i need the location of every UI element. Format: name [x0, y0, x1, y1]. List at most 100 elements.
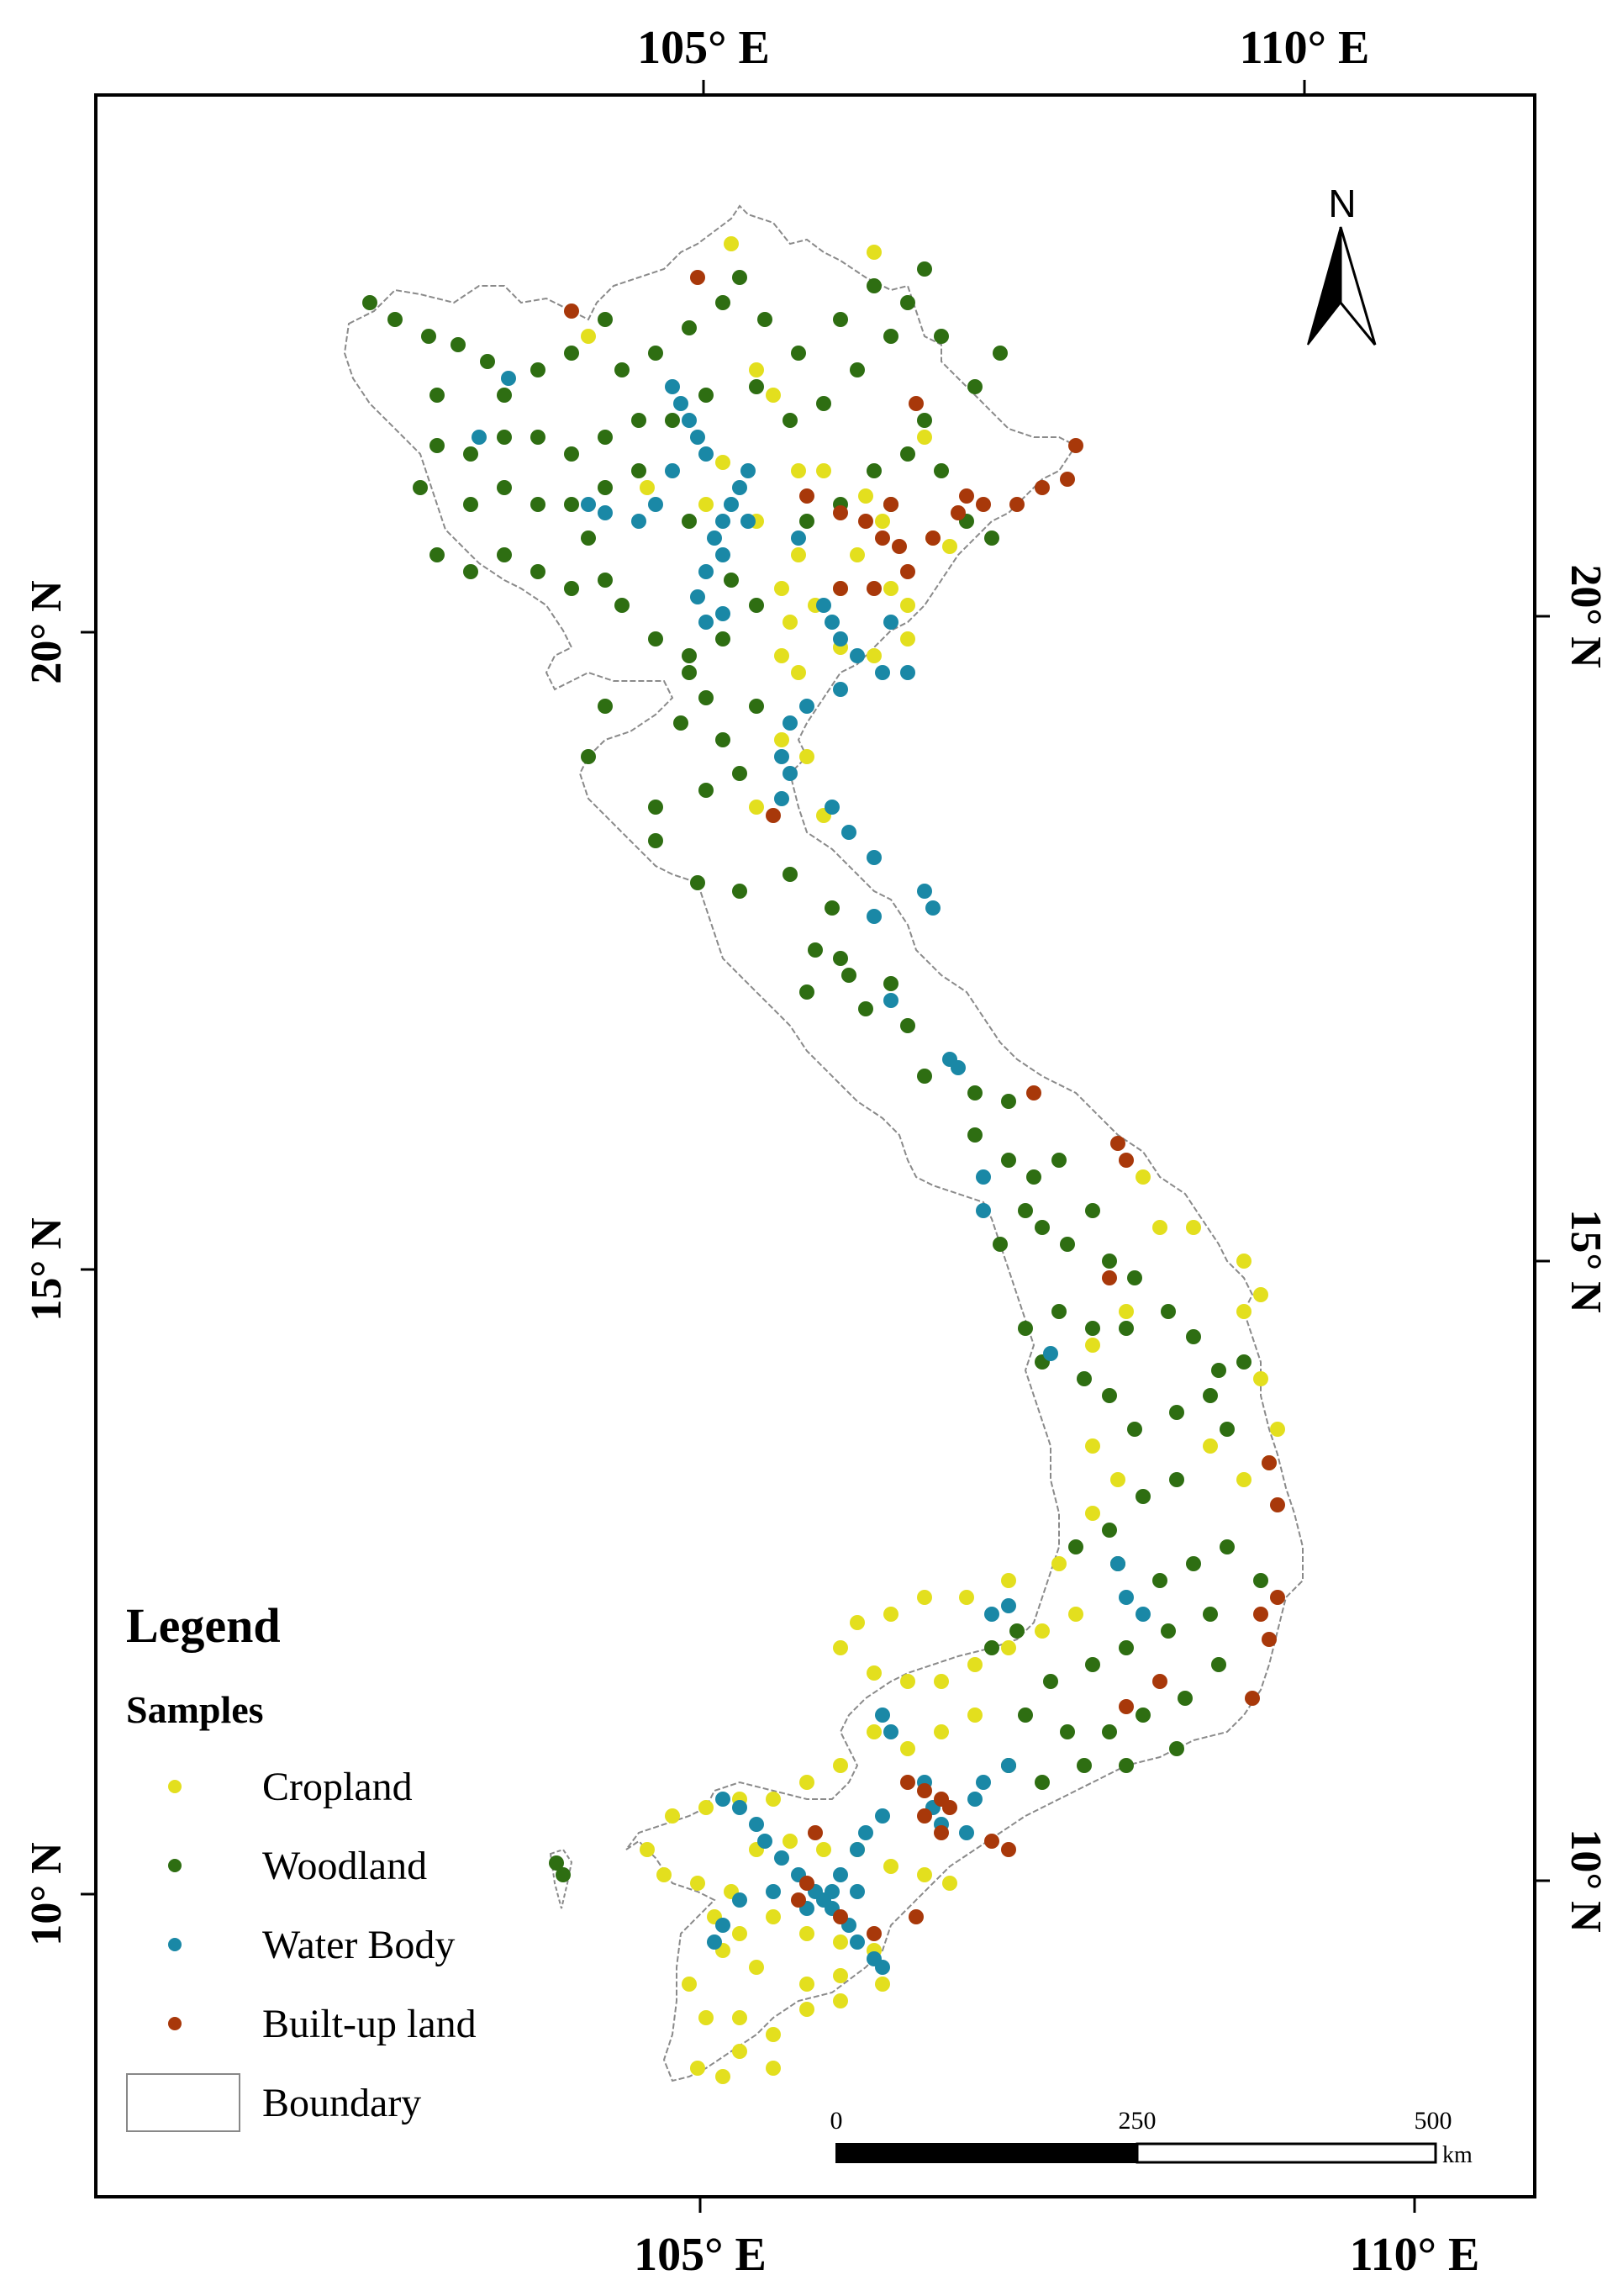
sample-point [883, 329, 898, 344]
sample-point [1077, 1371, 1092, 1386]
sample-point [774, 1850, 789, 1866]
sample-point [497, 480, 512, 495]
scale-tick-0: 0 [830, 2107, 843, 2135]
sample-point [1119, 1640, 1134, 1655]
woodland-sample-points [362, 261, 1268, 1882]
sample-point [698, 446, 714, 462]
sample-point [799, 749, 814, 764]
sample-point [1127, 1270, 1142, 1285]
sample-point [1102, 1388, 1117, 1403]
sample-point [1018, 1203, 1033, 1218]
cropland-dot-icon [168, 1780, 182, 1793]
sample-point [959, 1825, 974, 1840]
sample-point [715, 631, 730, 647]
sample-point [1001, 1640, 1016, 1655]
sample-point [850, 362, 865, 377]
sample-point [976, 1203, 991, 1218]
sample-point [833, 951, 848, 966]
sample-point [421, 329, 436, 344]
sample-point [833, 312, 848, 327]
sample-point [581, 749, 596, 764]
sample-point [925, 900, 941, 916]
sample-point [698, 564, 714, 579]
sample-point [1035, 1775, 1050, 1790]
sample-point [1060, 1237, 1075, 1252]
sample-point [631, 463, 646, 478]
sample-point [362, 295, 377, 310]
sample-point [1220, 1539, 1235, 1554]
sample-point [875, 514, 890, 529]
sample-point [825, 615, 840, 630]
sample-point [749, 598, 764, 613]
legend-item-built-up-land: Built-up land [126, 1984, 597, 2063]
label-bottom-105e: 105° E [634, 2229, 767, 2281]
sample-point [934, 1825, 949, 1840]
sample-point [816, 598, 831, 613]
sample-point [749, 699, 764, 714]
sample-point [665, 463, 680, 478]
north-arrow: N [1307, 182, 1377, 346]
sample-point [665, 1808, 680, 1824]
sample-point [934, 1674, 949, 1689]
sample-point [1110, 1472, 1125, 1487]
sample-point [850, 1842, 865, 1857]
sample-point [976, 497, 991, 512]
sample-point [799, 699, 814, 714]
sample-point [867, 850, 882, 865]
sample-point [1119, 1590, 1134, 1605]
sample-point [900, 295, 915, 310]
sample-point [816, 463, 831, 478]
sample-point [791, 1892, 806, 1908]
sample-point [1001, 1573, 1016, 1588]
sample-point [429, 388, 445, 403]
sample-point [917, 1808, 932, 1824]
sample-point [833, 1909, 848, 1924]
sample-point [530, 362, 545, 377]
sample-point [1119, 1153, 1134, 1168]
sample-point [1009, 497, 1025, 512]
sample-point [581, 530, 596, 546]
sample-point [783, 1834, 798, 1849]
sample-point [900, 631, 915, 647]
sample-point [917, 1867, 932, 1882]
sample-point [799, 984, 814, 1000]
scale-unit: km [1442, 2142, 1473, 2168]
sample-point [858, 514, 873, 529]
sample-point [665, 413, 680, 428]
sample-point [833, 1968, 848, 1983]
sample-point [883, 615, 898, 630]
map-frame [94, 93, 1536, 2198]
sample-point [959, 1590, 974, 1605]
sample-point [631, 514, 646, 529]
sample-point [841, 968, 856, 983]
sample-point [883, 497, 898, 512]
sample-point [1001, 1153, 1016, 1168]
sample-point [1018, 1321, 1033, 1336]
legend-label: Built-up land [262, 2001, 477, 2046]
sample-point [707, 1934, 722, 1950]
sample-point [463, 497, 478, 512]
sample-point [959, 488, 974, 504]
sample-point [429, 438, 445, 453]
sample-point [883, 976, 898, 991]
sample-point [867, 278, 882, 293]
sample-point [1102, 1270, 1117, 1285]
sample-point [1119, 1699, 1134, 1714]
sample-point [1161, 1623, 1176, 1639]
sample-point [783, 867, 798, 882]
sample-point [816, 1842, 831, 1857]
sample-point [690, 2061, 705, 2076]
sample-point [1211, 1657, 1226, 1672]
sample-point [867, 581, 882, 596]
sample-point [909, 396, 924, 411]
built-up-dot-icon [168, 2017, 182, 2030]
sample-point [1169, 1405, 1184, 1420]
sample-point [640, 480, 655, 495]
sample-point [631, 413, 646, 428]
legend-label: Woodland [262, 1843, 428, 1888]
sample-point [1203, 1438, 1218, 1454]
sample-point [875, 1808, 890, 1824]
sample-point [1001, 1758, 1016, 1773]
sample-point [967, 1127, 983, 1143]
sample-point [732, 2010, 747, 2025]
